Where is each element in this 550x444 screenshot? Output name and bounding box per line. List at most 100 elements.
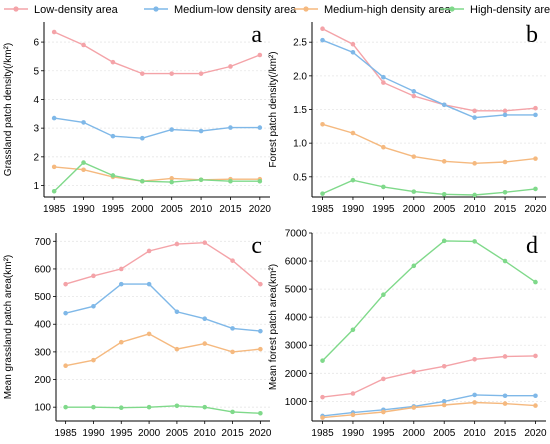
series-line-c-2 — [65, 333, 261, 367]
data-point-a-1-2 — [110, 133, 116, 139]
series-line-a-0 — [53, 31, 261, 75]
x-tick-label-c-1: 1990 — [82, 428, 105, 439]
series-line-c-3 — [65, 405, 261, 414]
y-tick-label-c-6: 700 — [34, 237, 51, 248]
x-tick-label-b-1: 1990 — [342, 204, 365, 215]
panel-b: 0.5 1.0 1.5 2.0 2.5 1985 1990 1995 2000 2005 2010 2… — [268, 22, 547, 215]
series-line-c-0 — [65, 241, 261, 285]
data-point-b-0-2 — [381, 80, 386, 85]
data-point-b-2-0 — [320, 122, 325, 127]
data-point-a-3-2 — [110, 173, 116, 178]
legend-marker-medium-high-density — [303, 6, 309, 12]
series-line-d-2 — [322, 401, 536, 419]
x-tick-label-d-5: 2010 — [464, 428, 487, 439]
panel-letter-c: c — [251, 233, 262, 259]
data-point-b-1-6 — [502, 112, 508, 118]
data-point-c-0-4 — [174, 241, 180, 247]
y-tick-label-c-1: 200 — [34, 375, 51, 386]
data-point-a-1-3 — [140, 135, 145, 141]
data-point-d-2-3 — [411, 405, 417, 410]
series-line-d-0 — [322, 355, 536, 398]
data-point-c-0-7 — [258, 281, 263, 287]
data-point-a-3-7 — [257, 178, 263, 184]
data-point-b-3-7 — [533, 186, 538, 192]
data-point-b-0-0 — [320, 26, 325, 32]
y-tick-label-a-4: 5 — [33, 66, 39, 77]
series-line-a-2 — [54, 166, 260, 182]
panel-c: 100 200 300 400 500 600 700 1985 1990 1995 2000 200… — [3, 233, 272, 439]
data-point-d-0-0 — [320, 394, 325, 400]
data-point-d-2-0 — [320, 415, 325, 420]
x-tick-label-a-0: 1985 — [43, 204, 66, 215]
data-point-b-0-1 — [350, 41, 356, 47]
data-point-c-2-2 — [118, 339, 124, 345]
data-point-b-0-3 — [411, 93, 417, 99]
data-point-b-3-6 — [502, 189, 508, 195]
panel-a: 1 2 3 4 5 6 1985 1990 1995 2000 2005 2010 2015 2020 Gr… — [3, 22, 271, 215]
x-tick-label-c-3: 2000 — [138, 428, 161, 439]
series-line-a-1 — [54, 117, 260, 139]
data-point-b-1-3 — [411, 89, 417, 94]
legend: Low-density area Medium-low density area… — [4, 4, 550, 16]
data-point-b-2-5 — [472, 161, 477, 166]
data-point-a-1-6 — [228, 125, 233, 130]
x-tick-label-a-1: 1990 — [72, 204, 95, 215]
x-tick-label-a-4: 2005 — [161, 204, 184, 215]
data-point-c-3-1 — [91, 404, 96, 410]
legend-label-medium-low-density: Medium-low density area — [174, 4, 297, 16]
legend-marker-high-density — [449, 6, 455, 12]
y-axis-label-d: Mean forest patch area(km²) — [268, 264, 279, 390]
series-line-b-1 — [322, 39, 536, 119]
data-point-d-2-1 — [350, 412, 356, 418]
y-tick-label-a-0: 1 — [33, 181, 39, 192]
panel-letter-d: d — [526, 233, 538, 259]
data-point-b-1-0 — [320, 37, 325, 43]
data-point-b-3-2 — [381, 184, 386, 190]
data-point-d-0-2 — [381, 376, 386, 382]
data-point-c-1-5 — [202, 316, 208, 322]
data-point-d-1-6 — [502, 393, 508, 399]
data-point-b-3-0 — [320, 191, 325, 196]
data-point-c-3-0 — [63, 404, 68, 410]
y-tick-label-a-3: 4 — [33, 95, 39, 106]
y-tick-label-d-4: 5000 — [285, 285, 308, 296]
y-tick-label-c-5: 600 — [34, 264, 51, 275]
data-point-c-3-3 — [146, 404, 152, 410]
data-point-c-2-1 — [91, 357, 96, 363]
data-point-c-0-6 — [230, 258, 235, 263]
data-point-d-0-1 — [350, 391, 356, 396]
legend-label-high-density: High-density area — [470, 4, 550, 16]
series-line-d-1 — [322, 394, 536, 417]
data-point-a-0-7 — [257, 52, 263, 58]
x-tick-label-a-7: 2020 — [249, 204, 272, 215]
data-point-c-2-5 — [202, 341, 208, 346]
data-point-a-0-3 — [140, 71, 145, 76]
data-point-d-0-3 — [411, 369, 417, 375]
x-tick-label-b-3: 2000 — [403, 204, 426, 215]
data-point-d-3-0 — [320, 358, 325, 363]
data-point-a-3-4 — [169, 179, 174, 185]
data-point-d-2-7 — [533, 403, 538, 408]
panel-d: 1000 2000 3000 4000 5000 6000 7000 1985 1990 1995… — [268, 229, 547, 440]
y-tick-label-c-0: 100 — [34, 403, 51, 414]
y-axis-label-c: Mean grassland patch area(km²) — [3, 255, 14, 400]
data-point-b-2-6 — [502, 159, 508, 165]
data-point-d-3-1 — [350, 327, 356, 333]
y-tick-label-a-5: 6 — [33, 38, 39, 49]
x-tick-label-d-4: 2005 — [433, 428, 456, 439]
data-point-a-1-4 — [169, 127, 174, 132]
data-point-d-3-7 — [533, 279, 538, 285]
x-tick-label-d-2: 1995 — [372, 428, 395, 439]
data-point-d-1-5 — [472, 392, 477, 398]
legend-label-medium-high-density: Medium-high density area — [324, 4, 451, 16]
legend-marker-medium-low-density — [153, 6, 159, 12]
data-point-b-1-5 — [472, 115, 477, 120]
data-point-d-2-2 — [381, 409, 386, 415]
data-point-a-2-1 — [81, 167, 86, 173]
y-tick-label-b-3: 2.0 — [293, 71, 307, 82]
data-point-c-2-4 — [174, 346, 180, 352]
data-point-c-3-7 — [258, 410, 263, 416]
data-point-a-1-1 — [81, 120, 86, 125]
y-tick-label-b-4: 2.5 — [293, 38, 307, 49]
data-point-d-3-4 — [441, 238, 447, 244]
